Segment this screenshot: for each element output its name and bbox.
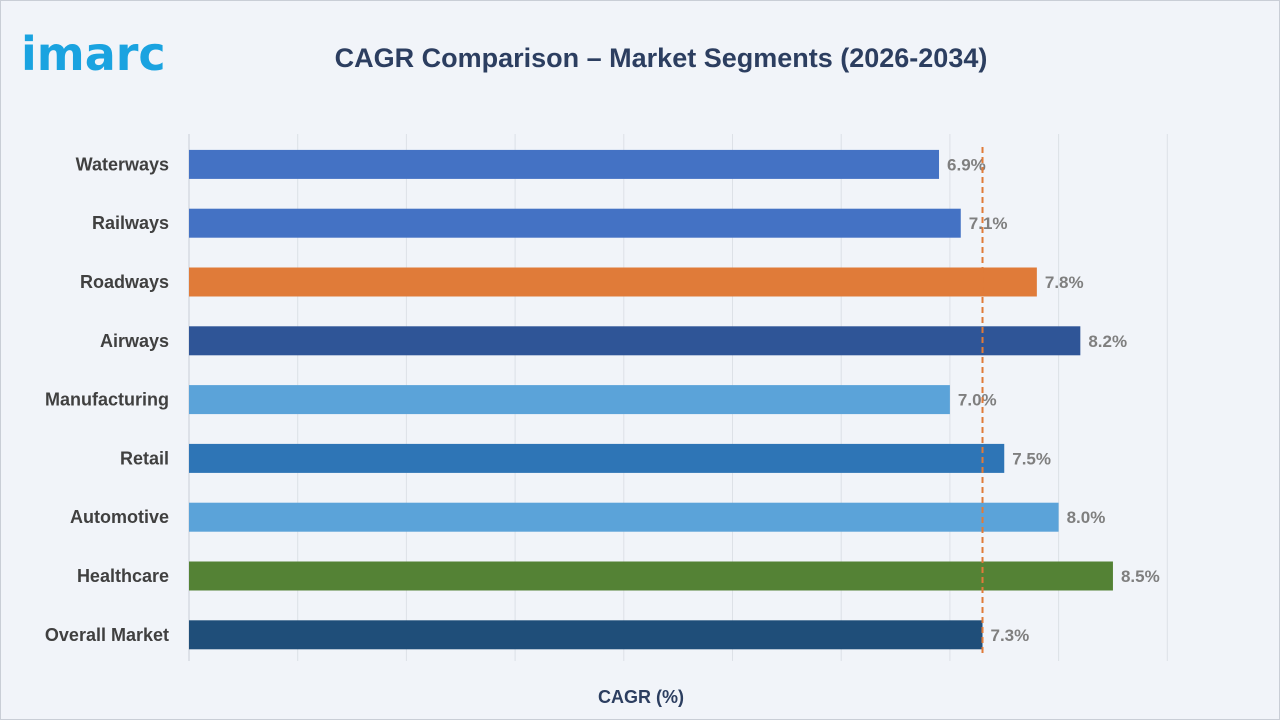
category-label: Manufacturing — [45, 390, 169, 410]
data-label: 6.9% — [947, 155, 986, 174]
data-label: 7.8% — [1045, 273, 1084, 292]
imarc-logo: imarc — [21, 27, 166, 81]
category-label: Roadways — [80, 272, 169, 292]
bar — [189, 208, 961, 238]
category-label: Airways — [100, 331, 169, 351]
bar — [189, 385, 950, 415]
bar — [189, 149, 940, 179]
category-label: Healthcare — [77, 566, 169, 586]
category-label: Overall Market — [45, 625, 169, 645]
category-label: Retail — [120, 448, 169, 468]
bar — [189, 561, 1113, 591]
category-label: Waterways — [76, 154, 169, 174]
data-label: 8.5% — [1121, 567, 1160, 586]
data-label: 7.0% — [958, 391, 997, 410]
bar — [189, 267, 1037, 297]
chart-title: CAGR Comparison – Market Segments (2026-… — [334, 43, 988, 73]
x-axis-title: CAGR (%) — [598, 687, 684, 707]
bar — [189, 326, 1081, 356]
category-label: Automotive — [70, 507, 169, 527]
data-label: 8.0% — [1067, 508, 1106, 527]
data-label: 8.2% — [1088, 332, 1127, 351]
bar — [189, 502, 1059, 532]
category-label: Railways — [92, 213, 169, 233]
data-label: 7.5% — [1012, 449, 1051, 468]
data-label: 7.3% — [991, 626, 1030, 645]
data-label: 7.1% — [969, 214, 1008, 233]
bar — [189, 443, 1005, 473]
bar — [189, 620, 983, 650]
